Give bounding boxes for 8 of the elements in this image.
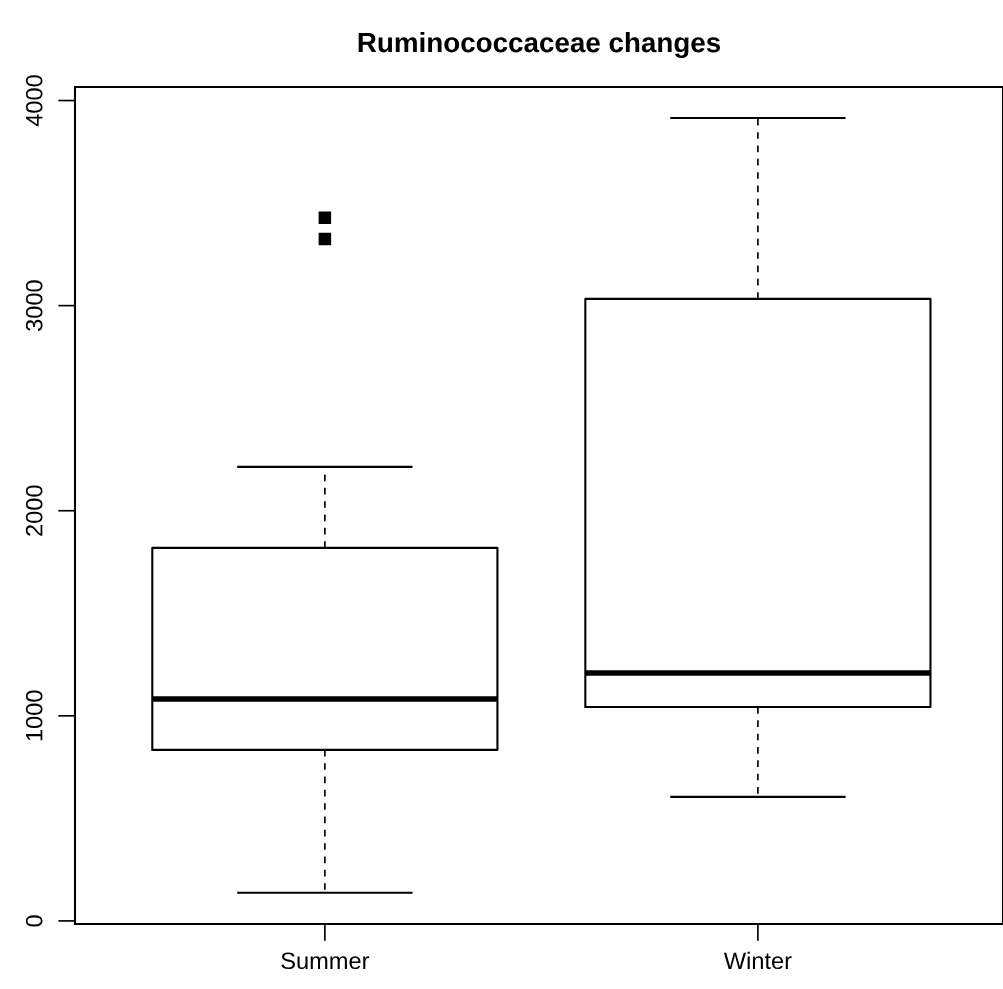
y-tick-label: 3000 xyxy=(25,280,43,331)
y-tick-label: 0 xyxy=(25,915,43,927)
y-tick-label: 2000 xyxy=(25,485,43,536)
chart-title: Ruminococcaceae changes xyxy=(358,31,721,59)
y-tick-label: 4000 xyxy=(25,75,43,127)
x-tick-label: Winter xyxy=(723,951,792,970)
y-tick-label: 1000 xyxy=(25,690,43,741)
x-tick-label: Summer xyxy=(281,952,370,970)
